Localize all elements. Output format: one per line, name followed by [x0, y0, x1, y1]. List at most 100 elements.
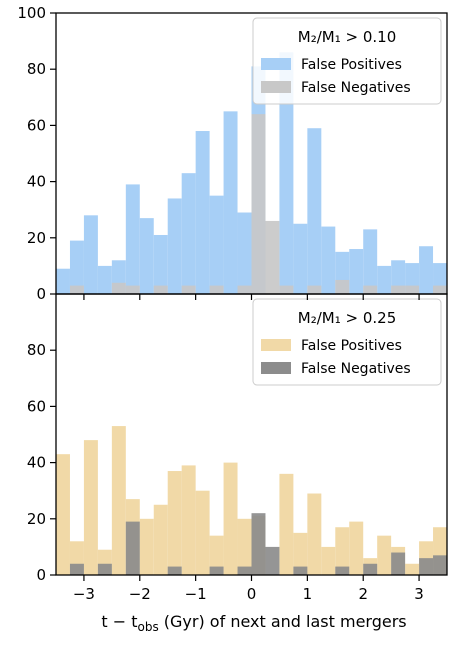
y-tick-label: 0 [36, 566, 46, 584]
false-positive-bar [307, 493, 322, 575]
false-positive-bar [223, 462, 238, 575]
false-negative-bar [335, 279, 350, 294]
y-tick-label: 80 [27, 60, 46, 78]
x-axis-label: t − tobs (Gyr) of next and last mergers [101, 612, 406, 634]
false-negative-bar [167, 566, 182, 575]
false-negative-bar [265, 546, 280, 575]
x-tick-label: −3 [73, 585, 95, 603]
false-negative-bar [97, 563, 112, 575]
x-tick-label: 0 [247, 585, 257, 603]
false-negative-bar [391, 285, 406, 294]
false-positive-bar [279, 473, 294, 575]
y-tick-label: 60 [27, 397, 46, 415]
false-positive-bar [209, 535, 224, 575]
x-tick-label: 1 [303, 585, 313, 603]
false-positive-bar [279, 52, 294, 295]
false-positive-bar [321, 226, 336, 294]
false-negative-bar [111, 282, 126, 294]
legend-entry-label: False Positives [301, 57, 402, 73]
false-positive-bar [293, 223, 308, 294]
false-negative-bar [251, 114, 266, 294]
x-tick-label: −2 [129, 585, 151, 603]
false-negative-bar [125, 285, 140, 294]
false-negative-bar [279, 285, 294, 294]
y-tick-label: 80 [27, 341, 46, 359]
false-negative-bar [69, 285, 84, 294]
y-tick-label: 0 [36, 285, 46, 303]
false-negative-bar [433, 555, 447, 575]
false-positive-bar [83, 440, 98, 575]
legend-swatch [261, 362, 291, 374]
false-positive-bar [111, 426, 126, 575]
false-negative-bar [307, 285, 322, 294]
false-negative-bar [363, 285, 378, 294]
legend-entry-label: False Negatives [301, 80, 411, 96]
false-positive-bar [167, 471, 182, 575]
false-negative-bar [251, 513, 266, 575]
false-negative-bar [419, 558, 434, 575]
false-positive-bar [223, 111, 238, 294]
y-tick-label: 20 [27, 229, 46, 247]
false-negative-bar [433, 285, 447, 294]
false-positive-bar [349, 521, 364, 575]
false-negative-bar [237, 566, 252, 575]
false-positive-bar [153, 504, 168, 575]
false-positive-bar [209, 195, 224, 294]
false-negative-bar [265, 220, 280, 294]
false-positive-bar [83, 215, 98, 294]
legend-swatch [261, 81, 291, 93]
false-positive-bar [377, 265, 392, 294]
false-positive-bar [321, 546, 336, 575]
false-positive-bar [349, 249, 364, 294]
false-positive-bar [97, 265, 112, 294]
y-tick-label: 60 [27, 116, 46, 134]
legend-swatch [261, 339, 291, 351]
false-positive-bar [125, 184, 140, 294]
false-positive-bar [153, 234, 168, 294]
legend-box [252, 17, 442, 105]
false-positive-bar [181, 465, 196, 575]
false-positive-bar [69, 240, 84, 294]
false-negative-bar [335, 566, 350, 575]
legend: M₂/M₁ > 0.10 False Positives False Negativ… [252, 17, 442, 105]
false-negative-bar [293, 566, 308, 575]
false-positive-bar [195, 490, 210, 575]
false-negative-bar [125, 521, 140, 575]
legend-swatch [261, 58, 291, 70]
false-positive-bar [377, 535, 392, 575]
false-negative-bar [209, 285, 224, 294]
y-tick-label: 40 [27, 173, 46, 191]
legend-title: M₂/M₁ > 0.10 [298, 28, 396, 46]
y-tick-label: 40 [27, 454, 46, 472]
false-negative-bar [237, 285, 252, 294]
false-positive-bar [195, 131, 210, 294]
false-positive-bar [167, 198, 182, 294]
bottom-panel: 0 20 40 60 80 M₂/M₁ > 0.25 False Positives Fals… [27, 293, 448, 584]
top-panel: 0 20 40 60 80 100 M₂/M₁ > 0.10 False Positives F… [17, 4, 448, 303]
false-positive-bar [237, 518, 252, 575]
false-positive-bar [139, 218, 154, 294]
legend-entry-label: False Negatives [301, 361, 411, 377]
false-positive-bar [419, 246, 434, 294]
legend-entry-label: False Positives [301, 338, 402, 354]
false-positive-bar [237, 212, 252, 294]
false-positive-bar [293, 532, 308, 575]
y-tick-label: 100 [17, 4, 46, 22]
false-negative-bar [153, 285, 168, 294]
legend-box [252, 298, 442, 386]
false-positive-bar [405, 563, 420, 575]
false-positive-bar [139, 518, 154, 575]
false-negative-bar [391, 552, 406, 575]
x-tick-label: 3 [414, 585, 424, 603]
false-positive-bar [56, 454, 70, 575]
false-positive-bar [56, 268, 70, 294]
legend-title: M₂/M₁ > 0.25 [298, 309, 396, 327]
false-positive-bar [181, 173, 196, 294]
false-negative-bar [405, 285, 420, 294]
false-negative-bar [209, 566, 224, 575]
x-tick-label: −1 [185, 585, 207, 603]
false-negative-bar [181, 285, 196, 294]
false-negative-bar [69, 563, 84, 575]
false-negative-bar [363, 563, 378, 575]
